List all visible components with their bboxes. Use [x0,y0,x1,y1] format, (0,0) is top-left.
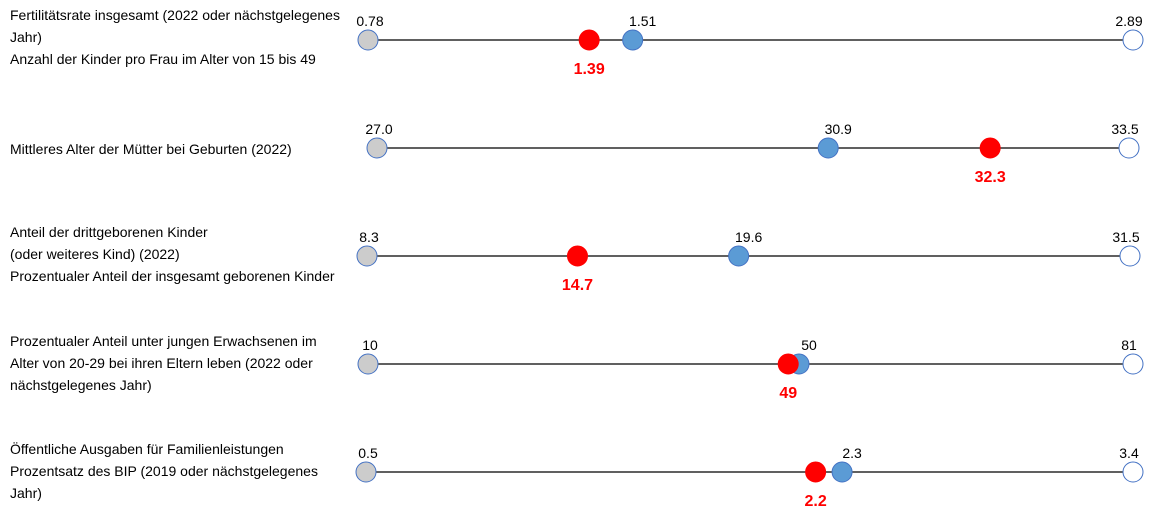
max-dot [1119,245,1141,267]
min-dot [356,245,378,267]
row-label-line: Prozentualer Anteil der insgesamt gebore… [10,268,335,284]
average-value-label: 1.51 [629,13,656,29]
row-label-line: Jahr) [10,29,42,45]
row-label-4: Prozentualer Anteil unter jungen Erwachs… [10,330,380,396]
min-dot [366,137,388,159]
row-label-line: Prozentualer Anteil unter jungen Erwachs… [10,333,317,349]
country-dot [805,461,827,483]
row-label-line: Anteil der drittgeborenen Kinder [10,224,208,240]
average-dot [817,137,839,159]
row-label-line: Prozentsatz des BIP (2019 oder nächstgel… [10,463,318,479]
row-label-3: Anteil der drittgeborenen Kinder (oder we… [10,221,380,287]
row-label-5: Öffentliche Ausgaben für Familienleistun… [10,438,380,504]
min-dot [355,461,377,483]
row-label-line: Jahr) [10,485,42,501]
country-dot [979,137,1001,159]
country-value-label: 49 [779,385,797,402]
average-dot [622,29,644,51]
chart-row-5: 0.5 2.3 3.4 2.2 [355,445,1144,508]
max-dot [1122,353,1144,375]
max-value-label: 3.4 [1119,445,1139,461]
average-value-label: 30.9 [825,121,852,137]
row-label-line: Öffentliche Ausgaben für Familienleistun… [10,441,284,457]
chart-row-4: 10 50 81 49 [357,337,1144,402]
country-dot [578,29,600,51]
row-label-line: Fertilitätsrate insgesamt (2022 oder näc… [10,7,340,23]
min-value-label: 0.78 [356,13,383,29]
row-label-1: Fertilitätsrate insgesamt (2022 oder näc… [10,4,380,70]
chart-row-2: 27.0 30.9 33.5 32.3 [365,121,1140,186]
average-value-label: 50 [801,337,817,353]
country-value-label: 32.3 [975,169,1006,186]
country-dot [566,245,588,267]
max-dot [1122,461,1144,483]
average-dot [728,245,750,267]
average-value-label: 2.3 [842,445,862,461]
max-value-label: 33.5 [1111,121,1138,137]
country-value-label: 1.39 [574,61,605,78]
min-value-label: 0.5 [358,445,378,461]
max-dot [1122,29,1144,51]
min-value-label: 10 [362,337,378,353]
average-value-label: 19.6 [735,229,762,245]
country-dot [777,353,799,375]
country-value-label: 14.7 [562,277,593,294]
country-value-label: 2.2 [804,493,826,508]
row-label-line: nächstgelegenes Jahr) [10,377,152,393]
max-value-label: 81 [1121,337,1137,353]
chart-row-1: 0.78 1.51 2.89 1.39 [356,13,1144,78]
row-label-line: Alter von 20-29 bei ihren Eltern leben (… [10,355,313,371]
row-label-line: Anzahl der Kinder pro Frau im Alter von … [10,51,316,67]
min-dot [357,29,379,51]
min-dot [357,353,379,375]
row-label-line: (oder weiteres Kind) (2022) [10,246,180,262]
row-label-line: Mittleres Alter der Mütter bei Geburten … [10,141,292,157]
max-dot [1118,137,1140,159]
min-value-label: 27.0 [365,121,392,137]
max-value-label: 31.5 [1112,229,1139,245]
chart-row-3: 8.3 19.6 31.5 14.7 [356,229,1141,294]
average-dot [831,461,853,483]
row-label-2: Mittleres Alter der Mütter bei Geburten … [10,138,380,160]
min-value-label: 8.3 [359,229,379,245]
max-value-label: 2.89 [1115,13,1142,29]
